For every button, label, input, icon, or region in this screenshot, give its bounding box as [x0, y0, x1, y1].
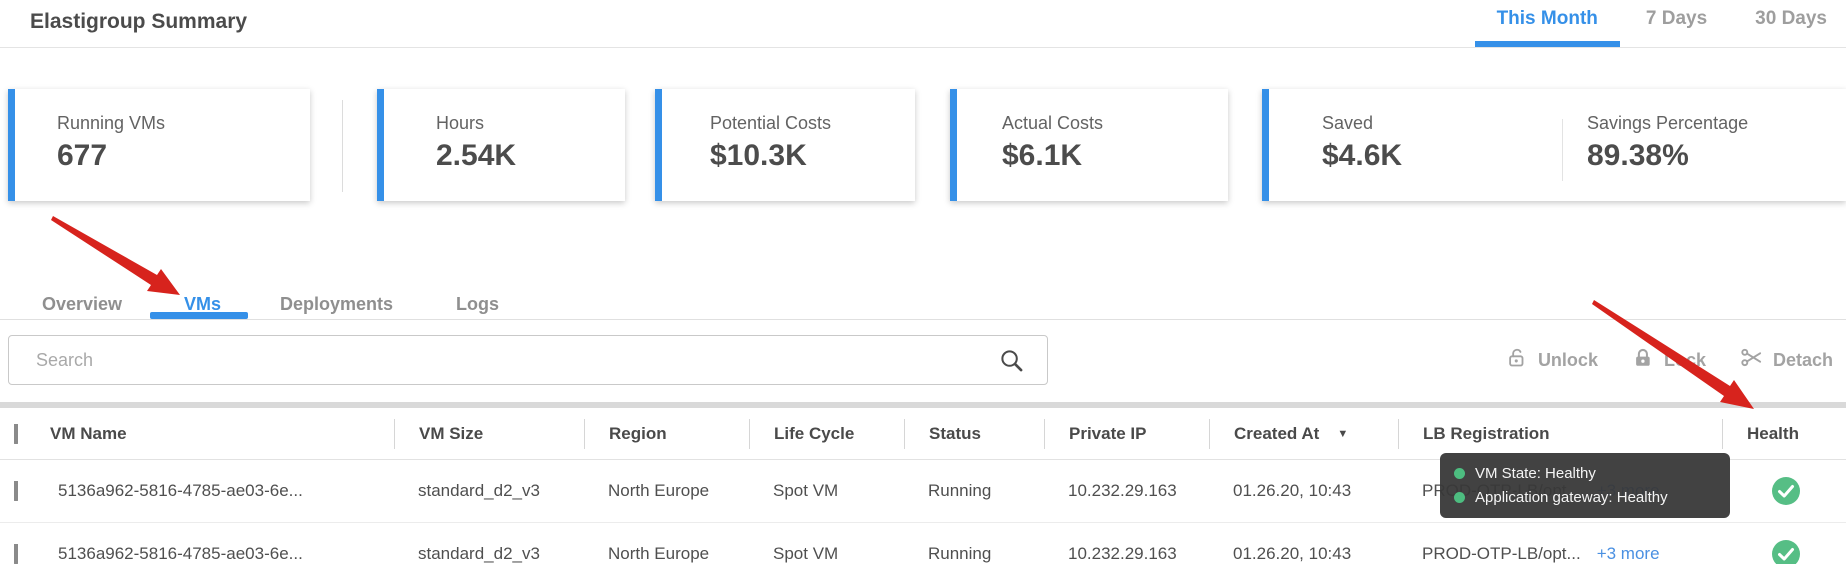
annotation-arrow-vms-tab [51, 216, 180, 295]
healthy-status-dot-icon [1454, 492, 1465, 503]
status-cell: Running [928, 544, 992, 563]
region-cell: North Europe [608, 481, 710, 500]
stat-value: $10.3K [710, 139, 807, 172]
column-header-life-cycle[interactable]: Life Cycle [749, 418, 904, 449]
tabs-divider [0, 319, 1846, 320]
column-header-vm-name[interactable]: VM Name [50, 423, 127, 443]
created-at-cell: 01.26.20, 10:43 [1233, 544, 1352, 563]
column-header-lb-registration[interactable]: LB Registration [1398, 418, 1722, 449]
status-cell: Running [928, 481, 992, 500]
created-at-cell: 01.26.20, 10:43 [1233, 481, 1352, 500]
stat-metric-saved: Saved $4.6K [1322, 113, 1402, 173]
tooltip-text: VM State: Healthy [1475, 465, 1596, 482]
created-at-label: Created At [1234, 423, 1320, 443]
tooltip-line: Application gateway: Healthy [1454, 489, 1716, 506]
stat-metric-savings-percentage: Savings Percentage 89.38% [1587, 113, 1748, 173]
vm-name-cell: 5136a962-5816-4785-ae03-6e... [58, 481, 303, 500]
lb-registration-text: PROD-OTP-LB/opt... [1422, 544, 1581, 563]
table-top-bar [0, 402, 1846, 408]
stat-value: $6.1K [1002, 139, 1083, 172]
health-check-icon[interactable] [1772, 477, 1800, 505]
unlock-label: Unlock [1537, 349, 1598, 370]
row-checkbox[interactable] [14, 544, 18, 564]
stat-card-potential-costs: Potential Costs $10.3K [655, 89, 915, 201]
detach-label: Detach [1772, 349, 1833, 370]
active-tab-underline [150, 312, 248, 319]
life-cycle-cell: Spot VM [773, 481, 839, 500]
column-header-created-at[interactable]: Created At ▼ [1209, 418, 1398, 449]
life-cycle-cell: Spot VM [773, 544, 839, 563]
stat-cards-divider [342, 100, 343, 192]
stat-label: Actual Costs [1002, 113, 1104, 133]
column-header-region[interactable]: Region [584, 418, 749, 449]
stat-value: $4.6K [1322, 139, 1403, 172]
detach-button[interactable]: Detach [1740, 346, 1833, 374]
private-ip-cell: 10.232.29.163 [1068, 544, 1177, 563]
period-tab-this-month[interactable]: This Month [1474, 8, 1621, 54]
tooltip-text: Application gateway: Healthy [1475, 489, 1668, 506]
stat-value: 89.38% [1587, 139, 1689, 172]
detach-icon [1740, 346, 1763, 374]
stat-value: 2.54K [436, 139, 517, 172]
tab-overview[interactable]: Overview [42, 294, 123, 314]
stat-card-actual-costs: Actual Costs $6.1K [950, 89, 1228, 201]
sort-desc-icon[interactable]: ▼ [1337, 427, 1349, 440]
stat-label: Potential Costs [710, 113, 832, 133]
lb-registration-cell: PROD-OTP-LB/opt... +3 more [1398, 544, 1722, 564]
header-divider [0, 47, 1846, 48]
unlock-button[interactable]: Unlock [1506, 347, 1598, 374]
stat-label: Running VMs [57, 113, 166, 133]
tab-vms[interactable]: VMs [184, 294, 222, 314]
lb-more-link[interactable]: +3 more [1596, 544, 1660, 563]
health-check-icon[interactable] [1772, 540, 1800, 564]
savings-card-divider [1562, 119, 1563, 181]
tooltip-line: VM State: Healthy [1454, 465, 1716, 482]
column-header-private-ip[interactable]: Private IP [1044, 418, 1209, 449]
column-header-health[interactable]: Health [1722, 418, 1846, 449]
stat-label: Saved [1322, 113, 1374, 133]
stat-card-running-vms: Running VMs 677 [8, 89, 310, 201]
health-tooltip: VM State: Healthy Application gateway: H… [1440, 453, 1730, 518]
vm-name-cell: 5136a962-5816-4785-ae03-6e... [58, 544, 303, 563]
tab-deployments[interactable]: Deployments [280, 294, 394, 314]
period-tab-30-days[interactable]: 30 Days [1755, 8, 1827, 29]
stat-label: Hours [436, 113, 485, 133]
lock-icon [1632, 347, 1654, 374]
stat-label: Savings Percentage [1587, 113, 1749, 133]
table-row[interactable]: 5136a962-5816-4785-ae03-6e... standard_d… [0, 523, 1846, 564]
column-header-status[interactable]: Status [904, 418, 1044, 449]
lock-button[interactable]: Lock [1632, 347, 1706, 374]
period-tab-7-days[interactable]: 7 Days [1645, 8, 1708, 29]
page-title: Elastigroup Summary [30, 10, 248, 33]
stat-value: 677 [57, 139, 108, 172]
tab-logs[interactable]: Logs [456, 294, 499, 314]
region-cell: North Europe [608, 544, 710, 563]
search-icon[interactable] [998, 347, 1025, 374]
table-actions: Unlock Lock Detach [1506, 346, 1833, 374]
table-header-row: VM Name VM Size Region Life Cycle Status… [0, 408, 1846, 460]
search-input[interactable] [9, 349, 998, 371]
vm-size-cell: standard_d2_v3 [418, 544, 540, 563]
private-ip-cell: 10.232.29.163 [1068, 481, 1177, 500]
search-box [8, 335, 1048, 385]
row-checkbox[interactable] [14, 481, 18, 501]
unlock-icon [1506, 347, 1528, 374]
vm-size-cell: standard_d2_v3 [418, 481, 540, 500]
period-tabs: This Month 7 Days 30 Days [1474, 8, 1827, 54]
select-all-checkbox[interactable] [14, 423, 18, 444]
lock-label: Lock [1663, 349, 1706, 370]
column-header-vm-size[interactable]: VM Size [394, 418, 584, 449]
healthy-status-dot-icon [1454, 468, 1465, 479]
stat-card-hours: Hours 2.54K [377, 89, 625, 201]
stat-card-savings: Saved $4.6K Savings Percentage 89.38% [1262, 89, 1846, 201]
